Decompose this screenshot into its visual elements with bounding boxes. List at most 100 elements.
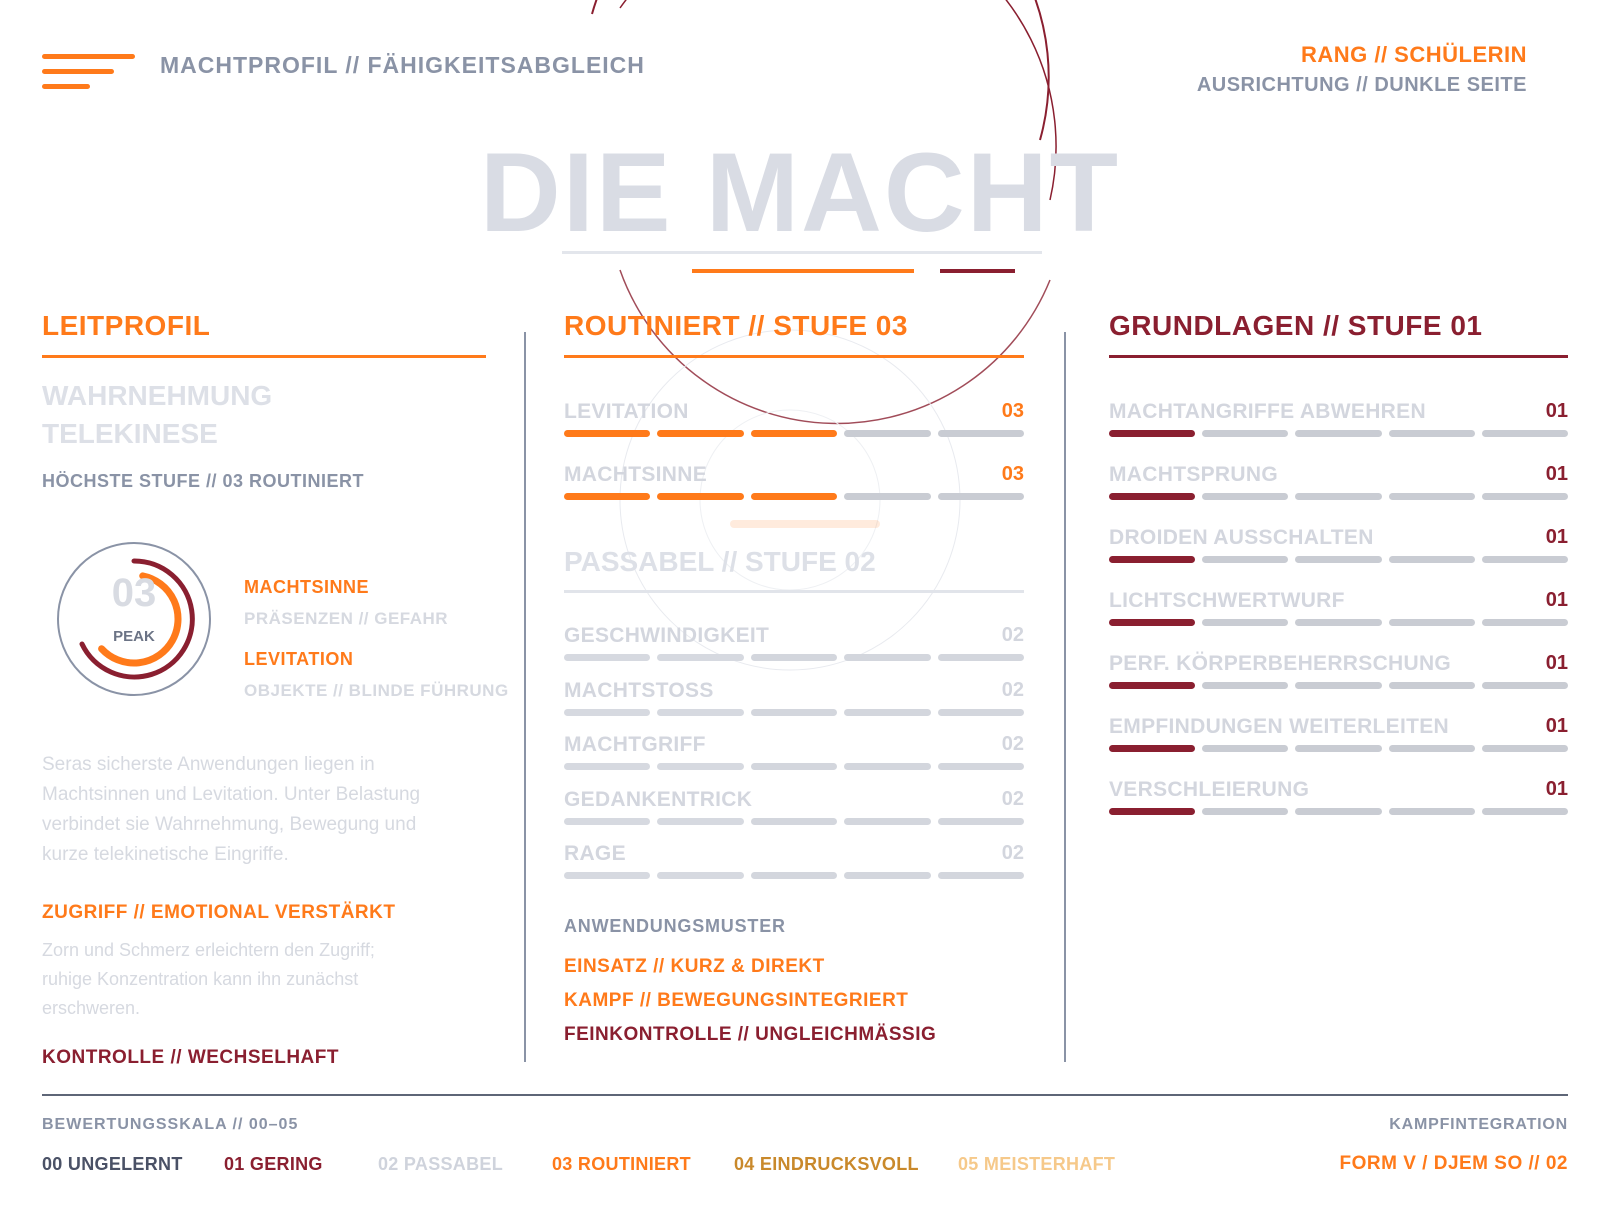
grundlagen-heading: GRUNDLAGEN // STUFE 01 (1109, 310, 1483, 341)
grundlagen-skill-value: 01 (1545, 526, 1568, 548)
passabel-skill-level-segment (657, 763, 744, 770)
legend-item-00: 00 UNGELERNT (42, 1154, 183, 1174)
grundlagen-skill-value: 01 (1545, 715, 1568, 737)
grundlagen-skill-row: VERSCHLEIERUNG 01 (1109, 778, 1568, 818)
scale-label: BEWERTUNGSSKALA // 00–05 (42, 1116, 299, 1133)
routinier-skill-value: 03 (1001, 463, 1024, 485)
grundlagen-skill-level-segment (1109, 808, 1196, 815)
header-title: MACHTPROFIL // FÄHIGKEITSABGLEICH (160, 52, 645, 78)
legend-item-03: 03 ROUTINIERT (552, 1154, 691, 1174)
passabel-heading: PASSABEL // STUFE 02 (564, 546, 876, 577)
grundlagen-skill-value: 01 (1545, 463, 1568, 485)
column-divider-right (1064, 332, 1066, 1062)
grundlagen-skill-level-segment (1481, 808, 1568, 815)
passabel-skill-level-segment (564, 654, 651, 661)
lead-skill-2-detail: OBJEKTE // BLINDE FÜHRUNG (244, 681, 509, 700)
routinier-skill-level-segment (937, 493, 1024, 500)
grundlagen-skill-level-segment (1202, 493, 1289, 500)
routinier-skill-level-segment (844, 430, 931, 437)
grundlagen-skill-level-segment (1295, 493, 1382, 500)
page-title: DIE MACHT (479, 130, 1121, 255)
passabel-skill-level-segment (937, 817, 1024, 825)
gauge-wine-arc (79, 558, 195, 680)
routinier-skill-level-segment (750, 493, 838, 500)
passabel-skill-name: RAGE (564, 842, 626, 865)
grundlagen-skill-level-segment (1481, 493, 1568, 500)
passabel-skill-value: 02 (1001, 624, 1024, 646)
passabel-skill-level-segment (564, 763, 651, 770)
usage-item-1: EINSATZ // KURZ & DIREKT (564, 956, 825, 977)
gauge-outer-ring (57, 542, 211, 696)
grundlagen-skill-level-segment (1109, 430, 1196, 437)
grundlagen-skill-level-segment (1202, 619, 1289, 626)
title-rule-wine (940, 269, 1015, 273)
passabel-skill-level-segment (657, 872, 744, 879)
grundlagen-skill-level-segment (1388, 745, 1475, 752)
passabel-skill-level-segment (937, 708, 1024, 716)
lead-skill-2-name: LEVITATION (244, 649, 354, 669)
control-label: KONTROLLE // WECHSELHAFT (42, 1047, 339, 1068)
footer-rule (42, 1094, 1568, 1096)
routinier-skill-row: LEVITATION 03 (564, 400, 1024, 440)
usage-heading: ANWENDUNGSMUSTER (564, 916, 786, 936)
routinier-skill-level-segment (564, 430, 651, 437)
grundlagen-skill-level-segment (1295, 619, 1382, 626)
routinier-heading: ROUTINIERT // STUFE 03 (564, 310, 908, 341)
passabel-skill-level-segment (750, 872, 838, 879)
grundlagen-skill-row: LICHTSCHWERTWURF 01 (1109, 589, 1568, 629)
legend-item-05: 05 MEISTERHAFT (958, 1154, 1116, 1174)
passabel-skill-name: MACHTSTOSS (564, 678, 714, 702)
routinier-skill-level-segment (750, 430, 838, 437)
routinier-skill-name: LEVITATION (564, 400, 689, 423)
passabel-skill-value: 02 (1001, 842, 1024, 864)
passabel-skill-level-segment (750, 708, 838, 716)
passabel-skill-level-segment (564, 817, 651, 825)
legend-item-04: 04 EINDRUCKSVOLL (734, 1154, 919, 1174)
grundlagen-skill-level-segment (1202, 745, 1289, 752)
column-divider-left (524, 332, 526, 1062)
grundlagen-skill-level-segment (1202, 430, 1289, 437)
grundlagen-skill-level-segment (1109, 745, 1196, 752)
grundlagen-skill-row: MACHTSPRUNG 01 (1109, 463, 1568, 503)
integration-value: FORM V / DJEM SO // 02 (1339, 1153, 1568, 1174)
grundlagen-skill-name: MACHTSPRUNG (1109, 463, 1278, 486)
grundlagen-skill-name: LICHTSCHWERTWURF (1109, 589, 1345, 612)
usage-item-2: KAMPF // BEWEGUNGSINTEGRIERT (564, 990, 909, 1011)
grundlagen-skill-level-segment (1109, 556, 1196, 563)
title-rule-gray (562, 251, 1042, 254)
passabel-skill-row: MACHTSTOSS 02 (564, 679, 1024, 719)
passabel-skill-level-segment (750, 654, 838, 661)
grundlagen-skill-row: DROIDEN AUSSCHALTEN 01 (1109, 526, 1568, 566)
passabel-skill-name: MACHTGRIFF (564, 733, 706, 756)
passabel-skill-level-segment (750, 817, 838, 825)
grundlagen-skill-level-segment (1109, 493, 1196, 500)
passabel-skill-row: GESCHWINDIGKEIT 02 (564, 624, 1024, 664)
grundlagen-skill-row: PERF. KÖRPERBEHERRSCHUNG 01 (1109, 652, 1568, 692)
grundlagen-skill-level-segment (1202, 682, 1289, 689)
title-rule-orange (692, 269, 914, 273)
lead-profile-rule (42, 355, 486, 358)
highest-level: HÖCHSTE STUFE // 03 ROUTINIERT (42, 471, 365, 491)
grundlagen-skill-level-segment (1388, 493, 1475, 500)
lead-skill-1-name: MACHTSINNE (244, 577, 369, 597)
menu-button[interactable] (42, 52, 137, 92)
grundlagen-skill-row: MACHTANGRIFFE ABWEHREN 01 (1109, 400, 1568, 440)
passabel-skill-value: 02 (1001, 787, 1024, 810)
passabel-skill-level-segment (937, 872, 1024, 879)
passabel-skill-level-segment (844, 654, 931, 661)
passabel-skill-name: GEDANKENTRICK (564, 787, 753, 811)
focus-line-1: WAHRNEHMUNG (42, 380, 273, 411)
grundlagen-skill-name: MACHTANGRIFFE ABWEHREN (1109, 400, 1426, 423)
passabel-skill-level-segment (657, 654, 744, 661)
grundlagen-rule (1109, 355, 1568, 358)
grundlagen-skill-level-segment (1295, 430, 1382, 437)
grundlagen-skill-level-segment (1295, 682, 1382, 689)
grundlagen-skill-name: EMPFINDUNGEN WEITERLEITEN (1109, 715, 1450, 738)
gauge-orange-arc (98, 572, 182, 667)
routinier-skill-level-segment (564, 493, 651, 500)
routinier-skill-value: 03 (1001, 400, 1024, 422)
legend-item-02: 02 PASSABEL (378, 1154, 504, 1174)
grundlagen-skill-level-segment (1481, 745, 1568, 752)
passabel-skill-level-segment (844, 708, 931, 716)
peak-gauge (57, 542, 211, 696)
